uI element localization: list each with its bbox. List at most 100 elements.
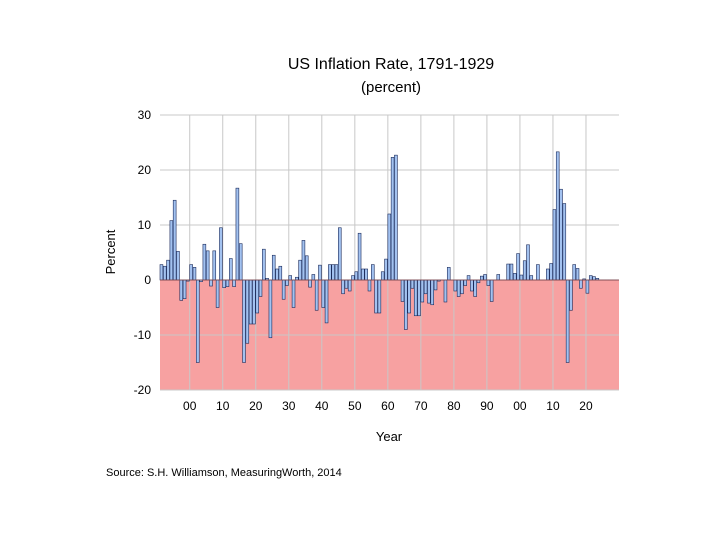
bar-1886	[473, 279, 477, 297]
bar-1855	[371, 264, 375, 281]
bar-1918	[579, 279, 583, 289]
bar-1846	[341, 279, 345, 295]
x-tick-label: 40	[315, 399, 329, 413]
bar-1838	[314, 279, 319, 311]
bar-1818	[248, 279, 253, 325]
bar-1917	[575, 268, 580, 281]
bar-1851	[357, 232, 362, 281]
bar-1836	[308, 279, 312, 288]
x-tick-label: 70	[414, 399, 428, 413]
bar-1819	[252, 279, 256, 325]
bar-1888	[480, 275, 484, 281]
bar-1844	[334, 264, 339, 281]
bar-1913	[562, 203, 567, 281]
bar-1795	[172, 199, 177, 281]
bar-1902	[526, 244, 530, 281]
bar-1877	[443, 279, 448, 303]
bar-1822	[262, 248, 266, 281]
bar-1812	[229, 258, 233, 281]
bar-1816	[242, 279, 246, 363]
bar-1829	[285, 279, 289, 286]
bar-1826	[275, 268, 279, 281]
bar-1889	[483, 274, 487, 281]
bar-1839	[318, 264, 322, 281]
bar-1840	[321, 279, 326, 308]
bar-1883	[463, 279, 467, 286]
bar-1842	[328, 264, 332, 281]
bar-1811	[225, 279, 230, 287]
bar-1815	[238, 243, 243, 281]
bar-1910	[552, 209, 557, 281]
bar-1911	[555, 151, 560, 281]
bar-1901	[522, 260, 527, 281]
bar-1884	[466, 275, 471, 281]
bar-1853	[364, 268, 368, 281]
bar-1881	[456, 279, 461, 297]
x-tick-label: 10	[216, 399, 230, 413]
bar-1893	[496, 274, 501, 281]
bar-1885	[470, 279, 474, 292]
source-note: Source: S.H. Williamson, MeasuringWorth,…	[106, 467, 342, 479]
bar-1856	[374, 279, 378, 314]
bar-1828	[281, 279, 286, 300]
bar-1831	[291, 279, 296, 308]
y-tick-label: 20	[138, 163, 152, 177]
bar-1792	[163, 265, 167, 281]
bar-1834	[301, 240, 306, 281]
bar-1867	[410, 279, 415, 289]
bar-1921	[588, 275, 593, 281]
bar-1871	[423, 279, 428, 295]
bar-1798	[182, 279, 187, 300]
bar-1861	[390, 157, 395, 281]
x-axis-label: Year	[376, 429, 403, 444]
bar-1908	[546, 268, 550, 281]
bar-1849	[351, 275, 355, 281]
bar-1825	[271, 254, 276, 281]
bar-1912	[559, 188, 563, 281]
bar-1864	[400, 279, 405, 302]
bar-1808	[215, 279, 220, 308]
bar-1809	[219, 227, 223, 281]
bar-1796	[176, 251, 180, 281]
bar-1854	[367, 279, 372, 292]
bar-1820	[255, 279, 259, 314]
bar-1804	[202, 243, 207, 281]
bar-1794	[169, 220, 174, 281]
x-tick-label: 20	[579, 399, 593, 413]
bar-1801	[192, 267, 197, 281]
y-tick-label: 10	[138, 218, 152, 232]
bar-1870	[420, 279, 425, 303]
bar-1841	[324, 279, 329, 324]
bar-1835	[304, 255, 309, 281]
bar-1802	[196, 279, 200, 363]
x-tick-label: 90	[480, 399, 494, 413]
bar-1800	[189, 264, 193, 281]
x-tick-labels: 00 10 20 30 40 50 60 70 80 90 00 10 20	[183, 399, 593, 413]
bar-1830	[288, 275, 292, 281]
bar-1922	[592, 276, 596, 281]
bar-1916	[572, 264, 576, 281]
bar-1814	[235, 187, 240, 281]
bar-1791	[159, 264, 164, 281]
x-tick-label: 50	[348, 399, 362, 413]
bar-1878	[446, 267, 451, 281]
x-tick-label: 00	[513, 399, 527, 413]
x-tick-label: 00	[183, 399, 197, 413]
plot-area	[159, 114, 619, 391]
bar-1898	[513, 273, 517, 281]
y-tick-labels: 30 20 10 0 -10 -20	[134, 108, 152, 397]
bar-1845	[338, 227, 342, 281]
bar-1805	[205, 250, 210, 281]
x-tick-label: 60	[381, 399, 395, 413]
bar-1827	[278, 265, 283, 281]
bar-1903	[529, 275, 534, 281]
bar-1874	[433, 279, 438, 291]
chart-subtitle: (percent)	[361, 79, 421, 96]
x-tick-label: 80	[447, 399, 461, 413]
y-tick-label: 0	[144, 273, 151, 287]
bar-1869	[417, 279, 421, 317]
bar-1806	[209, 279, 213, 287]
y-tick-label: -10	[134, 328, 152, 342]
y-axis-label: Percent	[103, 229, 118, 274]
bar-1848	[347, 279, 352, 292]
